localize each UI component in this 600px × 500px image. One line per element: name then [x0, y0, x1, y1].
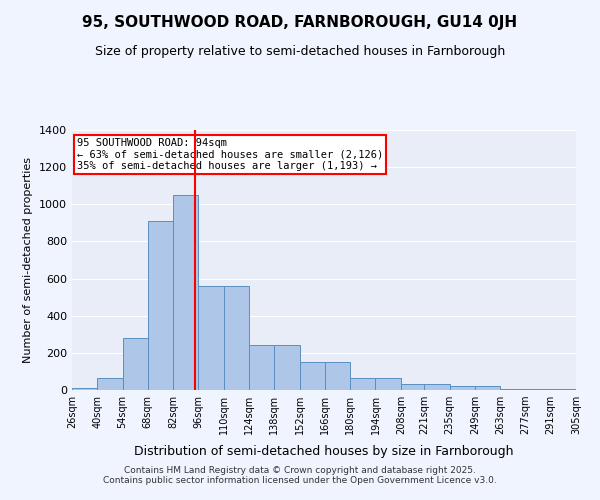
Bar — [173, 195, 199, 390]
Bar — [274, 346, 299, 390]
Bar — [401, 384, 426, 390]
Bar — [449, 386, 475, 390]
Text: Size of property relative to semi-detached houses in Farnborough: Size of property relative to semi-detach… — [95, 45, 505, 58]
Text: 95, SOUTHWOOD ROAD, FARNBOROUGH, GU14 0JH: 95, SOUTHWOOD ROAD, FARNBOROUGH, GU14 0J… — [82, 15, 518, 30]
Bar — [475, 386, 500, 390]
Text: 95 SOUTHWOOD ROAD: 94sqm
← 63% of semi-detached houses are smaller (2,126)
35% o: 95 SOUTHWOOD ROAD: 94sqm ← 63% of semi-d… — [77, 138, 383, 171]
Bar — [376, 378, 401, 390]
Bar — [72, 388, 97, 390]
Text: Contains HM Land Registry data © Crown copyright and database right 2025.
Contai: Contains HM Land Registry data © Crown c… — [103, 466, 497, 485]
Bar — [224, 286, 249, 390]
Bar — [500, 389, 526, 390]
Bar — [350, 378, 376, 390]
X-axis label: Distribution of semi-detached houses by size in Farnborough: Distribution of semi-detached houses by … — [134, 446, 514, 458]
Bar — [148, 221, 173, 390]
Bar — [199, 286, 224, 390]
Bar — [551, 389, 576, 390]
Bar — [299, 362, 325, 390]
Bar — [424, 384, 449, 390]
Bar — [97, 378, 122, 390]
Y-axis label: Number of semi-detached properties: Number of semi-detached properties — [23, 157, 34, 363]
Bar — [249, 346, 274, 390]
Bar — [526, 389, 551, 390]
Bar — [122, 338, 148, 390]
Bar — [325, 362, 350, 390]
